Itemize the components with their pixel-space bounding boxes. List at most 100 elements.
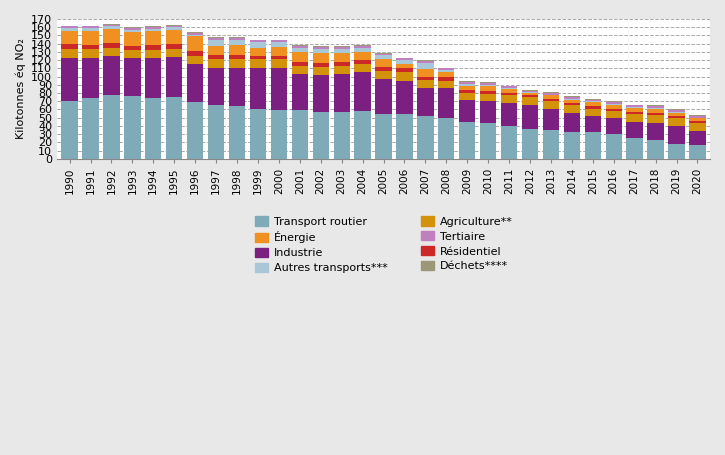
Bar — [584, 99, 601, 100]
Bar — [689, 115, 705, 116]
Bar — [103, 25, 120, 26]
Bar — [605, 102, 622, 104]
Bar — [250, 109, 266, 159]
Bar — [62, 25, 78, 26]
Bar — [626, 108, 643, 112]
Bar — [270, 42, 287, 47]
Bar — [250, 59, 266, 67]
Bar — [355, 111, 370, 159]
Bar — [647, 109, 664, 113]
Bar — [459, 82, 476, 84]
Bar — [250, 67, 266, 109]
Bar — [626, 107, 643, 108]
Bar — [124, 30, 141, 32]
Bar — [166, 57, 183, 97]
Bar — [438, 67, 455, 68]
Bar — [103, 48, 120, 56]
Bar — [689, 118, 705, 121]
Bar — [397, 72, 413, 81]
Bar — [480, 91, 497, 94]
Bar — [689, 123, 705, 131]
Bar — [543, 93, 559, 95]
Bar — [103, 29, 120, 43]
Bar — [312, 47, 329, 49]
Bar — [397, 64, 413, 68]
Bar — [229, 37, 245, 38]
Bar — [270, 40, 287, 42]
Bar — [103, 43, 120, 48]
Bar — [145, 58, 162, 98]
Bar — [62, 28, 78, 30]
Bar — [522, 93, 538, 95]
Bar — [312, 75, 329, 112]
Bar — [605, 111, 622, 118]
Bar — [208, 38, 224, 40]
Bar — [312, 63, 329, 67]
Bar — [355, 48, 370, 52]
Bar — [438, 70, 455, 71]
Bar — [103, 56, 120, 96]
Bar — [83, 28, 99, 30]
Bar — [564, 97, 580, 99]
Bar — [459, 93, 476, 101]
Bar — [355, 60, 370, 64]
Bar — [187, 51, 203, 56]
Bar — [501, 89, 517, 93]
Bar — [376, 114, 392, 159]
Bar — [397, 68, 413, 72]
Bar — [647, 115, 664, 122]
Bar — [124, 46, 141, 50]
Bar — [355, 72, 370, 111]
Bar — [187, 33, 203, 35]
Bar — [647, 113, 664, 115]
Bar — [397, 81, 413, 114]
Bar — [187, 35, 203, 36]
Bar — [103, 96, 120, 159]
Bar — [417, 69, 434, 76]
Bar — [459, 81, 476, 82]
Bar — [564, 96, 580, 97]
Bar — [187, 56, 203, 64]
Bar — [647, 108, 664, 109]
Bar — [62, 26, 78, 28]
Bar — [417, 61, 434, 63]
Bar — [229, 55, 245, 59]
Bar — [438, 68, 455, 70]
Bar — [480, 82, 497, 83]
Bar — [83, 30, 99, 46]
Bar — [187, 64, 203, 102]
Bar — [145, 46, 162, 50]
Bar — [543, 96, 559, 99]
Bar — [584, 132, 601, 159]
Bar — [626, 112, 643, 114]
Bar — [270, 47, 287, 56]
Bar — [83, 25, 99, 26]
Bar — [376, 55, 392, 59]
Bar — [668, 116, 684, 118]
Bar — [543, 95, 559, 96]
Bar — [543, 130, 559, 159]
Bar — [229, 38, 245, 40]
Bar — [124, 27, 141, 28]
Bar — [522, 97, 538, 105]
Bar — [208, 67, 224, 105]
Bar — [438, 118, 455, 159]
Bar — [501, 126, 517, 159]
Bar — [584, 116, 601, 132]
Bar — [689, 121, 705, 123]
Bar — [522, 129, 538, 159]
Bar — [626, 122, 643, 138]
Bar — [397, 58, 413, 60]
Bar — [229, 46, 245, 55]
Bar — [376, 79, 392, 114]
Bar — [626, 105, 643, 107]
Bar — [334, 74, 350, 112]
Bar — [626, 114, 643, 122]
Bar — [564, 105, 580, 113]
Bar — [208, 105, 224, 159]
Bar — [355, 64, 370, 72]
Bar — [145, 29, 162, 31]
Bar — [103, 24, 120, 25]
Bar — [501, 88, 517, 89]
Bar — [312, 112, 329, 159]
